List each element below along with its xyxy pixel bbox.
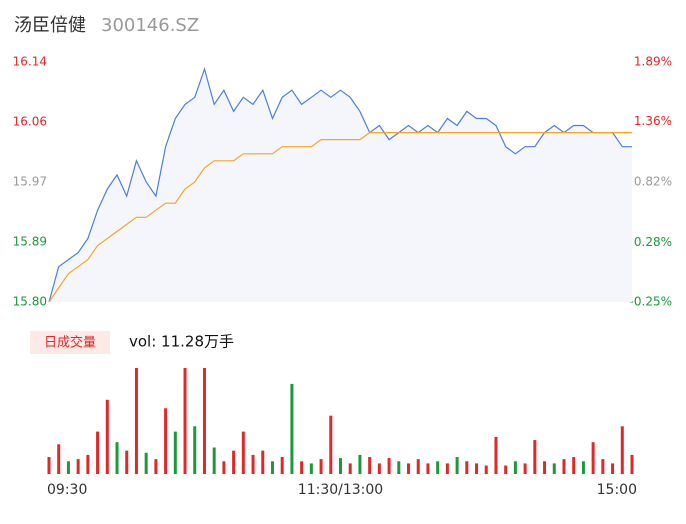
y-tick-label: 16.06 [13,115,47,129]
volume-bar [212,447,216,474]
volume-tab[interactable]: 日成交量 [44,335,96,351]
volume-bar [319,459,323,474]
volume-bar [232,450,236,474]
volume-bar [484,465,488,474]
volume-bar [591,442,595,474]
volume-bar [377,463,381,474]
x-tick-label: 11:30/13:00 [298,482,383,498]
volume-bar [134,368,138,474]
x-tick-label: 09:30 [47,482,87,498]
volume-bar [183,368,187,474]
y-tick-label: 15.97 [13,175,47,189]
volume-bar [154,459,158,474]
stock-code: 300146.SZ [101,15,199,36]
volume-bar [329,415,333,474]
volume-bar [620,426,624,474]
volume-bar [86,454,90,474]
volume-bar [601,459,605,474]
volume-bar [358,454,362,474]
volume-bar [105,399,109,474]
y-tick-label: 15.89 [13,235,47,249]
avg-line [48,132,632,303]
volume-bar [543,461,547,474]
volume-bar [533,440,537,474]
volume-bar [173,431,177,474]
volume-bar [416,459,420,474]
volume-bar [309,463,313,474]
volume-bar [465,461,469,474]
volume-bar [164,408,168,474]
volume-bar [222,461,226,474]
volume-bar [562,459,566,474]
volume-bar [368,457,372,474]
volume-bar [125,450,129,474]
volume-bar [348,463,352,474]
y2-tick-label: 0.82% [634,175,672,189]
y-tick-label: 16.14 [13,55,47,69]
volume-bar [426,463,430,474]
volume-bar [339,458,342,474]
volume-bar [611,463,615,474]
y-tick-label: 15.80 [13,295,47,309]
volume-bar [630,454,634,474]
volume-bar [387,458,391,474]
y2-tick-label: 1.89% [634,55,672,69]
volume-bar [513,461,517,474]
volume-bar [144,452,148,474]
volume-bar [76,459,80,474]
volume-bar [300,461,304,474]
volume-tab-bg[interactable] [30,331,110,354]
y2-tick-label: 0.28% [634,235,672,249]
volume-bar [475,463,479,474]
volume-bar [47,457,51,474]
volume-bar [57,444,61,474]
volume-bar [581,461,585,474]
y2-tick-label: -0.25% [630,295,672,309]
volume-bar [261,450,265,474]
volume-bar [552,463,556,474]
volume-bar [270,461,274,474]
volume-text: vol: 11.28万手 [129,333,234,351]
price-line [48,67,632,303]
volume-bar [202,368,206,474]
volume-bar [445,463,449,474]
volume-bar [115,442,119,474]
volume-bar [193,426,197,474]
volume-bar [494,436,498,474]
volume-bar [436,461,440,474]
volume-bar [96,431,100,474]
stock-name: 汤臣倍健 [14,15,86,36]
volume-bar [407,463,411,474]
volume-bar [523,463,527,474]
volume-bar [455,457,459,474]
volume-bar [397,461,401,474]
volume-bar [241,431,245,474]
volume-bar [290,383,294,474]
volume-bar [280,457,284,474]
volume-bar [66,461,70,474]
x-tick-label: 15:00 [597,482,637,498]
volume-bar [572,457,576,474]
volume-bar [504,465,508,474]
volume-bar [251,454,255,474]
price-area [49,69,632,302]
y2-tick-label: 1.36% [634,114,672,128]
